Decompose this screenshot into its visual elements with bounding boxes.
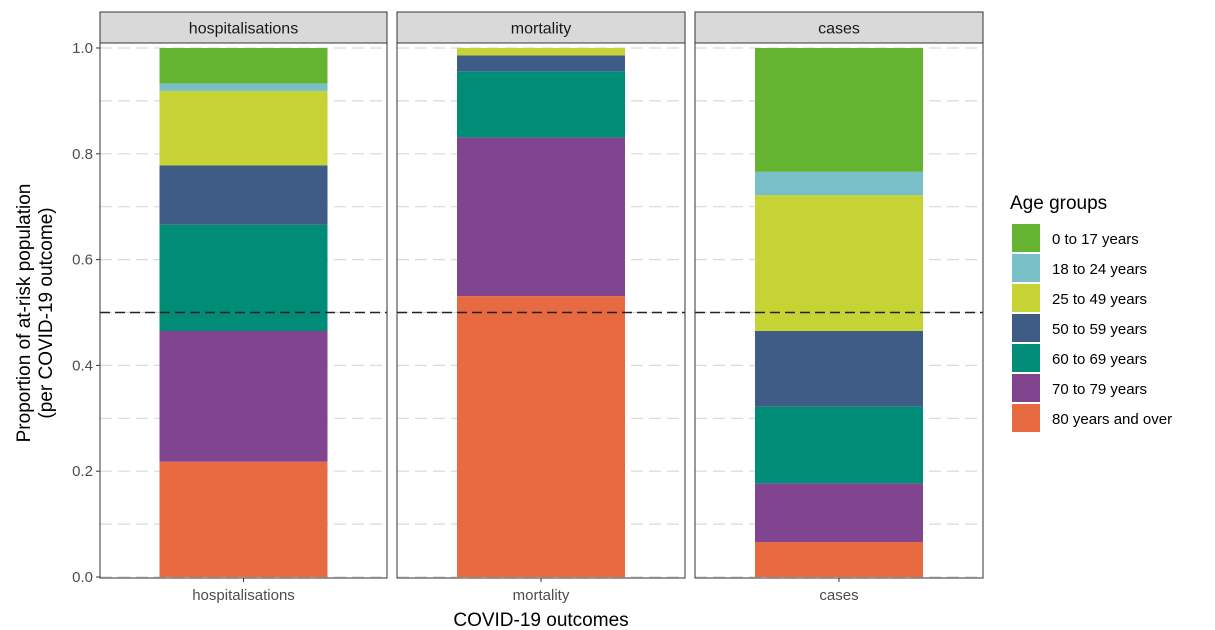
facet-strip-cases	[694, 11, 984, 44]
y-tick-label: 0.8	[72, 146, 93, 163]
bar-segment-cases-70-to-79-years	[755, 483, 923, 543]
facet-strip-hospitalisations	[99, 11, 388, 44]
bar-segment-hospitalisations-70-to-79-years	[159, 331, 328, 462]
y-axis-title-line-1: Proportion of at-risk population	[14, 184, 35, 443]
bar-segment-hospitalisations-25-to-49-years	[159, 90, 328, 166]
bar-segment-hospitalisations-50-to-59-years	[159, 165, 328, 225]
legend-label-80-years-and-over: 80 years and over	[1052, 411, 1172, 428]
bar-segment-mortality-80-years-and-over	[457, 296, 625, 577]
facet-strip-label-hospitalisations: hospitalisations	[189, 21, 298, 38]
bar-segment-cases-25-to-49-years	[755, 195, 923, 332]
legend-label-0-to-17-years: 0 to 17 years	[1052, 231, 1139, 248]
bar-segment-hospitalisations-80-years-and-over	[159, 461, 328, 577]
legend-label-50-to-59-years: 50 to 59 years	[1052, 321, 1147, 338]
y-tick-label: 1.0	[72, 40, 93, 57]
legend-swatch-50-to-59-years	[1012, 314, 1040, 342]
legend-swatch-18-to-24-years	[1012, 254, 1040, 282]
bar-segment-mortality-25-to-49-years	[457, 48, 625, 56]
legend-swatch-25-to-49-years	[1012, 284, 1040, 312]
bar-segment-hospitalisations-60-to-69-years	[159, 224, 328, 332]
bar-segment-mortality-50-to-59-years	[457, 55, 625, 72]
y-tick-label: 0.4	[72, 357, 93, 374]
bar-segment-cases-18-to-24-years	[755, 171, 923, 196]
bar-segment-hospitalisations-0-to-17-years	[159, 48, 328, 84]
legend-swatch-80-years-and-over	[1012, 404, 1040, 432]
facet-strip-label-mortality: mortality	[511, 21, 571, 38]
bar-segment-cases-50-to-59-years	[755, 331, 923, 407]
legend-swatch-70-to-79-years	[1012, 374, 1040, 402]
bar-segment-mortality-60-to-69-years	[457, 71, 625, 138]
legend-swatch-0-to-17-years	[1012, 224, 1040, 252]
x-tick-label-hospitalisations: hospitalisations	[192, 587, 295, 604]
legend-label-25-to-49-years: 25 to 49 years	[1052, 291, 1147, 308]
y-tick-label: 0.2	[72, 463, 93, 480]
bar-segment-cases-80-years-and-over	[755, 542, 923, 577]
y-tick-label: 0.6	[72, 252, 93, 269]
x-tick-label-cases: cases	[819, 587, 858, 604]
bar-segment-cases-0-to-17-years	[755, 48, 923, 172]
bar-segment-hospitalisations-18-to-24-years	[159, 83, 328, 91]
bar-segment-mortality-70-to-79-years	[457, 137, 625, 297]
x-tick-label-mortality: mortality	[513, 587, 570, 604]
y-axis-title-line-2: (per COVID-19 outcome)	[36, 207, 57, 418]
x-axis-title: COVID-19 outcomes	[453, 610, 628, 630]
y-tick-label: 0.0	[72, 569, 93, 586]
legend-swatch-60-to-69-years	[1012, 344, 1040, 372]
bar-segment-cases-60-to-69-years	[755, 406, 923, 484]
facet-strip-label-cases: cases	[818, 21, 860, 38]
legend-title: Age groups	[1010, 193, 1107, 214]
legend-label-60-to-69-years: 60 to 69 years	[1052, 351, 1147, 368]
legend-label-70-to-79-years: 70 to 79 years	[1052, 381, 1147, 398]
legend-label-18-to-24-years: 18 to 24 years	[1052, 261, 1147, 278]
